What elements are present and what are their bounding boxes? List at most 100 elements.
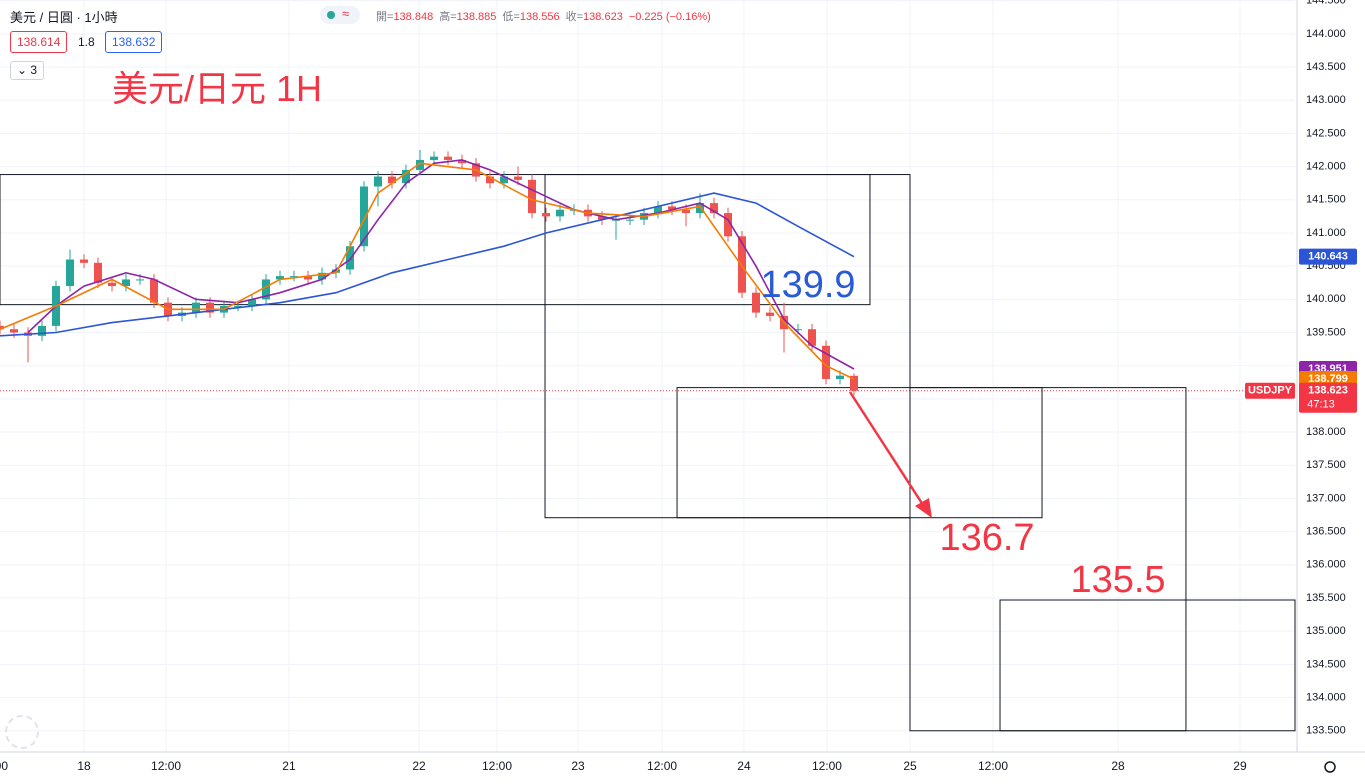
y-tick-label: 142.500 (1306, 127, 1346, 139)
indicator-count: 3 (30, 63, 38, 77)
y-tick-label: 135.000 (1306, 625, 1346, 637)
candle-body (724, 213, 732, 237)
x-tick-label: 12:00 (151, 759, 181, 773)
settings-gear[interactable] (1324, 761, 1336, 773)
y-tick-label: 136.000 (1306, 559, 1346, 571)
candle-body (822, 345, 830, 379)
candle-body (430, 156, 438, 160)
x-tick-label: 25 (903, 759, 917, 773)
moving-average (0, 162, 855, 380)
x-tick-label: 23 (571, 759, 585, 773)
last-price-label: 138.623 (1308, 385, 1348, 397)
chart-title: 美元/日元 1H (112, 68, 323, 109)
candle-body (276, 276, 284, 280)
annotation: 136.7 (939, 517, 1034, 559)
candle-body (836, 375, 844, 379)
candle-body (318, 272, 326, 280)
candle-body (696, 203, 704, 214)
countdown: 47:13 (1307, 399, 1335, 411)
drawing-rectangle (0, 174, 871, 306)
annotation: 139.9 (760, 264, 855, 306)
drawing-rectangle (999, 599, 1296, 732)
symbol-tag-label: USDJPY (1248, 385, 1293, 397)
candle-body (38, 325, 46, 336)
candle-body (752, 292, 760, 313)
y-tick-label: 137.000 (1306, 492, 1346, 504)
y-tick-label: 135.500 (1306, 592, 1346, 604)
y-tick-label: 143.500 (1306, 61, 1346, 73)
x-tick-label: 12:00 (0, 759, 8, 773)
settings-icon[interactable] (1324, 761, 1336, 773)
status-icon: ≈ (342, 6, 350, 21)
change: −0.225 (−0.16%) (628, 11, 711, 23)
x-tick-label: 21 (282, 759, 296, 773)
candle-body (108, 282, 116, 287)
candle-body (10, 329, 18, 333)
candle-body (192, 302, 200, 313)
candle-body (500, 176, 508, 184)
candle-body (654, 206, 662, 214)
y-tick-label: 144.000 (1306, 28, 1346, 40)
bid-box[interactable]: 138.614 (10, 31, 68, 53)
candle-body (444, 156, 452, 160)
x-tick-label: 22 (412, 759, 426, 773)
x-tick-label: 12:00 (647, 759, 677, 773)
candle-body (262, 279, 270, 300)
y-tick-label: 141.000 (1306, 227, 1346, 239)
y-tick-label: 141.500 (1306, 194, 1346, 206)
drawing-rectangle (676, 387, 1043, 519)
y-tick-label: 137.500 (1306, 459, 1346, 471)
candle-body (122, 279, 130, 287)
symbol-tag (1245, 382, 1295, 399)
ohlc-value: 138.623 (583, 11, 623, 23)
candle-body (290, 276, 298, 278)
plot (0, 150, 1296, 732)
x-tick-label: 12:00 (482, 759, 512, 773)
candle-body (766, 312, 774, 316)
candle-body (850, 375, 858, 391)
ohlc-label: 低= (502, 11, 520, 23)
price-tag-label: 140.643 (1308, 251, 1348, 263)
candle-body (710, 203, 718, 214)
indicators-toggle[interactable]: ⌄ 3 (10, 61, 45, 80)
last-price-tag (1299, 382, 1357, 413)
candle-body (808, 329, 816, 346)
candle-body (626, 219, 634, 221)
price-tag (1299, 248, 1357, 265)
candle-body (514, 176, 522, 180)
ohlc-label: 高= (439, 11, 457, 23)
candle-body (304, 276, 312, 280)
candle-body (248, 299, 256, 306)
x-tick-label: 24 (737, 759, 751, 773)
ask-box[interactable]: 138.632 (105, 31, 163, 53)
loading-icon (5, 715, 39, 749)
candle-body (374, 176, 382, 187)
candle-body (80, 259, 88, 263)
x-tick-label: 18 (77, 759, 91, 773)
candle-body (598, 216, 606, 220)
y-tick-label: 134.000 (1306, 691, 1346, 703)
candle-body (346, 246, 354, 270)
moving-average (0, 192, 855, 337)
y-tick-label: 134.500 (1306, 658, 1346, 670)
candle-body (416, 159, 424, 170)
candle-body (206, 302, 214, 313)
x-tick-label: 29 (1233, 759, 1247, 773)
status-dot (327, 11, 335, 19)
arrow-head (915, 498, 932, 518)
y-tick-label: 138.000 (1306, 426, 1346, 438)
ohlc-value: 138.848 (393, 11, 434, 23)
candle-body (528, 179, 536, 214)
chevron: ⌄ (17, 63, 31, 77)
pair-name: 美元 / 日圓 · 1小時 (10, 10, 118, 25)
annotation: 135.5 (1070, 559, 1165, 601)
moving-average (27, 159, 855, 370)
status-pill[interactable]: ≈ (320, 6, 360, 24)
y-tick-label: 133.500 (1306, 725, 1346, 737)
ohlc-legend: 開=138.848 高=138.885 低=138.556 收=138.623 −0.2… (376, 8, 717, 24)
candle-body (458, 159, 466, 164)
ohlc-value: 138.885 (456, 11, 497, 23)
y-tick-label: 144.500 (1306, 0, 1346, 7)
candle-body (150, 279, 158, 303)
